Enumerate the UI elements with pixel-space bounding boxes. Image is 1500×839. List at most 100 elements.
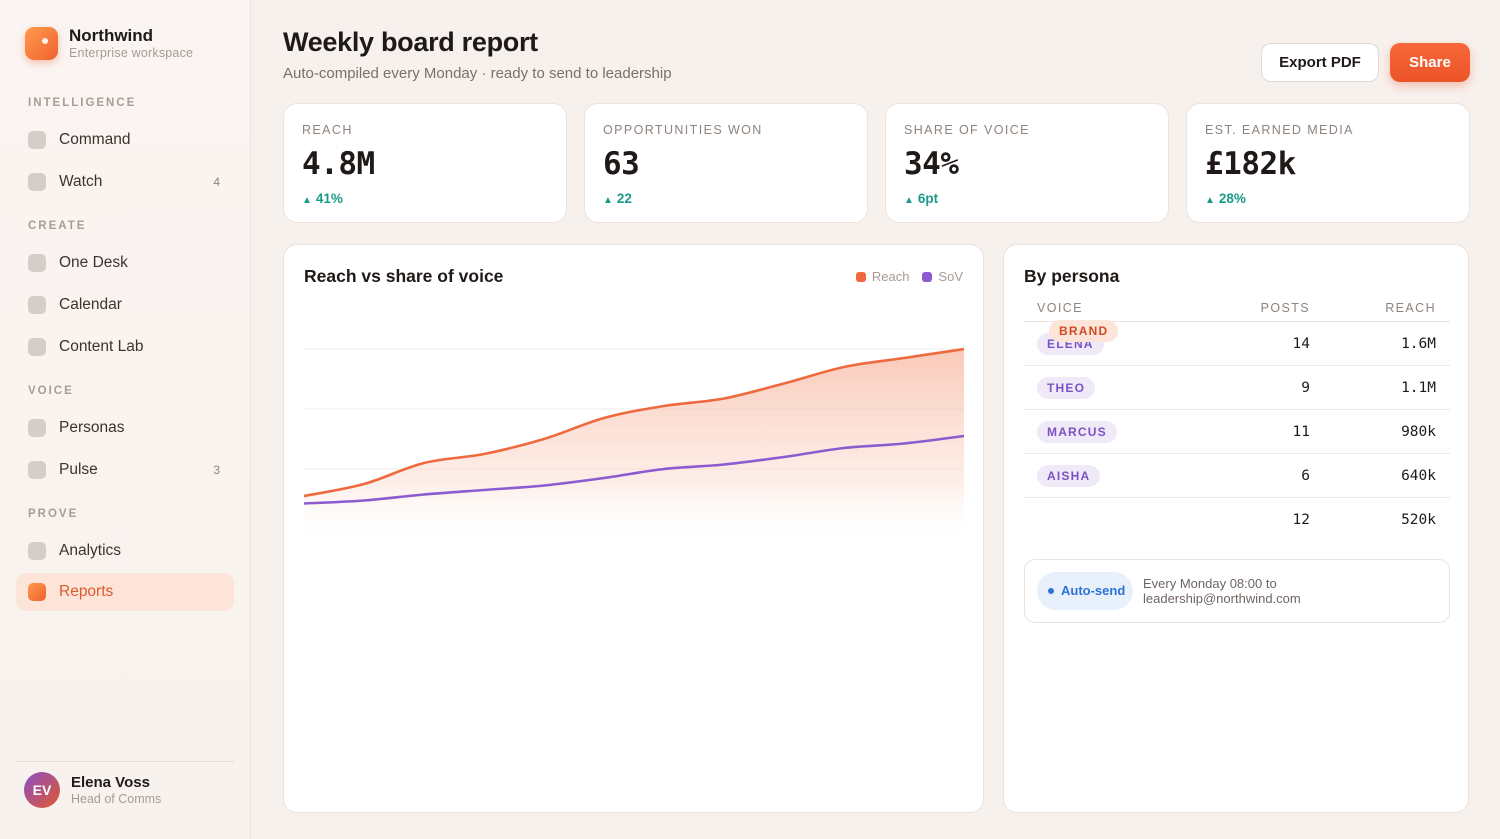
persona-badge: AISHA: [1037, 464, 1101, 487]
sidebar-item-content-lab[interactable]: Content Lab: [16, 328, 234, 366]
calendar-icon: [28, 296, 46, 314]
posts-cell: 9: [1301, 379, 1310, 396]
kpi-value: 4.8M: [302, 146, 375, 182]
kpi-label: EST. EARNED MEDIA: [1205, 123, 1354, 137]
sidebar-item-personas[interactable]: Personas: [16, 409, 234, 447]
sidebar-item-count: 4: [213, 175, 220, 189]
pulse-icon: [28, 461, 46, 479]
sidebar-item-analytics[interactable]: Analytics: [16, 532, 234, 570]
nav-section-intelligence: INTELLIGENCE: [28, 97, 137, 109]
persona-badge: BRAND: [1049, 320, 1119, 342]
arrow-up-icon: ▲: [904, 195, 914, 206]
analytics-icon: [28, 542, 46, 560]
sidebar-item-label: Content Lab: [59, 338, 144, 355]
export-pdf-button[interactable]: Export PDF: [1261, 43, 1379, 82]
sidebar-item-pulse[interactable]: Pulse 3: [16, 451, 234, 489]
table-row[interactable]: AISHA 6 640k: [1024, 454, 1450, 498]
kpi-value: 34%: [904, 146, 959, 182]
reach-cell: 1.6M: [1401, 335, 1436, 352]
reach-area: [304, 349, 964, 541]
legend-label: SoV: [938, 269, 963, 284]
sidebar-item-label: One Desk: [59, 254, 128, 271]
sov-line: [304, 434, 964, 505]
legend-item-reach[interactable]: Reach: [855, 269, 910, 284]
kpi-delta-value: 41%: [315, 191, 343, 206]
posts-cell: 11: [1292, 423, 1310, 440]
reports-icon: [28, 583, 46, 601]
kpi-delta-value: 6pt: [917, 191, 939, 206]
table-row[interactable]: MARCUS 11 980k: [1024, 410, 1450, 454]
kpi-delta-value: 22: [616, 191, 632, 206]
nav-section-create: CREATE: [28, 220, 87, 232]
kpi-label: REACH: [302, 123, 353, 137]
personas-icon: [28, 419, 46, 437]
autosend-schedule: Every Monday 08:00 to leadership@northwi…: [1143, 576, 1301, 606]
posts-cell: 6: [1301, 467, 1310, 484]
column-header-posts[interactable]: POSTS: [1260, 300, 1310, 315]
share-button[interactable]: Share: [1390, 43, 1470, 82]
avatar: EV: [24, 772, 60, 808]
table-row[interactable]: BRAND 12 520k: [1024, 320, 1450, 542]
kpi-delta-value: 28%: [1218, 191, 1246, 206]
page-subtitle: Auto-compiled every Monday · ready to se…: [283, 65, 672, 82]
column-header-reach[interactable]: REACH: [1385, 300, 1436, 315]
persona-title: By persona: [1024, 266, 1120, 286]
chart-legend: Reach SoV: [843, 269, 963, 284]
brand-subtitle: Enterprise workspace: [69, 46, 194, 60]
autosend-toggle[interactable]: Auto-send: [1037, 572, 1133, 610]
legend-swatch: [855, 271, 866, 282]
posts-cell: 14: [1292, 335, 1310, 352]
sidebar: Northwind Enterprise workspace INTELLIGE…: [0, 0, 251, 839]
kpi-value: £182k: [1205, 146, 1296, 182]
table-row[interactable]: ELENA 14 1.6M: [1024, 322, 1450, 366]
sidebar-item-label: Personas: [59, 419, 125, 436]
autosend-panel: Auto-send Every Monday 08:00 to leadersh…: [1024, 559, 1450, 623]
legend-swatch: [922, 271, 933, 282]
kpi-value: 63: [603, 146, 640, 182]
sidebar-item-label: Reports: [59, 583, 114, 600]
command-icon: [28, 131, 46, 149]
legend-label: Reach: [871, 269, 910, 284]
kpi-delta: ▲ 22: [603, 191, 632, 206]
legend-item-sov[interactable]: SoV: [922, 269, 963, 284]
brand[interactable]: Northwind Enterprise workspace: [25, 26, 193, 61]
sidebar-item-count: 3: [213, 463, 220, 477]
chart-title: Reach vs share of voice: [304, 266, 504, 286]
persona-card: By persona VOICE POSTS REACH ELENA 14 1.…: [1003, 244, 1469, 813]
reach-cell: 520k: [1401, 512, 1436, 528]
content-lab-icon: [28, 338, 46, 356]
kpi-label: SHARE OF VOICE: [904, 123, 1030, 137]
persona-badge: THEO: [1037, 376, 1096, 399]
brand-logo-icon: [25, 27, 58, 60]
arrow-up-icon: ▲: [603, 195, 613, 206]
divider: [16, 761, 234, 762]
nav-section-voice: VOICE: [28, 385, 74, 397]
persona-table: VOICE POSTS REACH ELENA 14 1.6M THEO 9 1…: [1024, 294, 1450, 542]
sidebar-item-label: Calendar: [59, 296, 122, 313]
reach-sov-chart: [304, 347, 964, 541]
user-profile[interactable]: EV Elena Voss Head of Comms: [24, 772, 161, 808]
one-desk-icon: [28, 254, 46, 272]
nav-section-prove: PROVE: [28, 508, 79, 520]
sidebar-item-command[interactable]: Command: [16, 121, 234, 159]
sidebar-item-reports[interactable]: Reports: [16, 573, 234, 611]
sidebar-item-label: Watch: [59, 173, 103, 190]
sidebar-item-watch[interactable]: Watch 4: [16, 163, 234, 201]
sidebar-item-label: Pulse: [59, 461, 98, 478]
kpi-card-reach: REACH 4.8M ▲ 41%: [283, 103, 567, 223]
watch-icon: [28, 173, 46, 191]
table-header: VOICE POSTS REACH: [1024, 294, 1450, 322]
sidebar-item-label: Analytics: [59, 542, 122, 559]
arrow-up-icon: ▲: [1205, 195, 1215, 206]
column-header-voice[interactable]: VOICE: [1037, 300, 1083, 315]
user-role: Head of Comms: [71, 791, 162, 806]
kpi-delta: ▲ 6pt: [904, 191, 938, 206]
kpi-label: OPPORTUNITIES WON: [603, 123, 763, 137]
posts-cell: 12: [1292, 512, 1310, 528]
reach-cell: 1.1M: [1401, 379, 1436, 396]
sidebar-item-calendar[interactable]: Calendar: [16, 286, 234, 324]
table-row[interactable]: THEO 9 1.1M: [1024, 366, 1450, 410]
user-name: Elena Voss: [71, 773, 150, 791]
sidebar-item-one-desk[interactable]: One Desk: [16, 244, 234, 282]
page-title: Weekly board report: [283, 27, 538, 57]
